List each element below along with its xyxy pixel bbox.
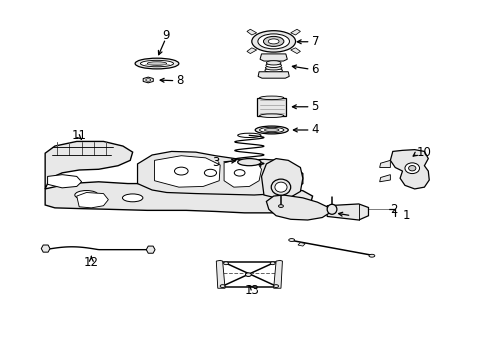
Text: 12: 12	[83, 256, 99, 269]
Ellipse shape	[259, 127, 284, 133]
Ellipse shape	[270, 262, 275, 265]
Ellipse shape	[140, 60, 173, 67]
Polygon shape	[290, 48, 300, 54]
Text: 1: 1	[402, 209, 409, 222]
Polygon shape	[216, 260, 224, 288]
Ellipse shape	[122, 194, 142, 202]
Polygon shape	[224, 159, 261, 187]
Polygon shape	[137, 152, 302, 195]
Polygon shape	[326, 204, 368, 220]
Polygon shape	[266, 195, 329, 220]
Ellipse shape	[251, 31, 295, 52]
Polygon shape	[154, 156, 220, 187]
Ellipse shape	[264, 68, 282, 72]
Polygon shape	[379, 160, 389, 167]
Ellipse shape	[274, 182, 286, 192]
Text: 11: 11	[72, 129, 87, 142]
Polygon shape	[246, 48, 256, 54]
Ellipse shape	[404, 163, 419, 174]
Ellipse shape	[288, 239, 294, 242]
Polygon shape	[41, 245, 50, 252]
Ellipse shape	[263, 36, 284, 46]
Ellipse shape	[145, 79, 150, 81]
Polygon shape	[258, 72, 288, 78]
Text: 7: 7	[311, 35, 319, 48]
Polygon shape	[246, 29, 256, 35]
Ellipse shape	[264, 71, 283, 75]
Polygon shape	[379, 175, 389, 182]
Text: 9: 9	[162, 29, 169, 42]
Ellipse shape	[237, 158, 261, 166]
Ellipse shape	[220, 285, 224, 288]
Polygon shape	[45, 141, 132, 189]
Ellipse shape	[278, 204, 283, 207]
Polygon shape	[261, 158, 302, 199]
Text: 4: 4	[311, 123, 319, 136]
Ellipse shape	[273, 285, 278, 288]
Ellipse shape	[204, 169, 216, 176]
Ellipse shape	[271, 179, 290, 195]
Text: 2: 2	[389, 203, 397, 216]
Text: 5: 5	[311, 100, 318, 113]
Polygon shape	[273, 260, 282, 288]
Text: 13: 13	[244, 284, 259, 297]
Ellipse shape	[408, 166, 415, 171]
Ellipse shape	[174, 167, 188, 175]
Polygon shape	[77, 193, 108, 208]
Ellipse shape	[266, 61, 281, 65]
Ellipse shape	[147, 62, 166, 65]
Text: 10: 10	[416, 146, 431, 159]
Ellipse shape	[259, 96, 284, 100]
Ellipse shape	[245, 273, 251, 276]
Polygon shape	[389, 150, 428, 189]
Polygon shape	[146, 246, 155, 253]
Polygon shape	[47, 175, 81, 188]
Ellipse shape	[268, 39, 279, 44]
Ellipse shape	[75, 190, 98, 199]
Ellipse shape	[234, 170, 244, 176]
Polygon shape	[297, 243, 305, 246]
Ellipse shape	[264, 129, 279, 132]
Ellipse shape	[265, 63, 281, 67]
Ellipse shape	[259, 114, 284, 117]
Bar	[257, 98, 286, 116]
Text: 6: 6	[311, 63, 319, 76]
Polygon shape	[290, 29, 300, 35]
Polygon shape	[260, 54, 287, 61]
Text: 8: 8	[176, 74, 183, 87]
Ellipse shape	[135, 58, 179, 69]
Text: 3: 3	[211, 156, 219, 168]
Ellipse shape	[255, 126, 287, 134]
Ellipse shape	[326, 204, 336, 214]
Ellipse shape	[223, 262, 228, 265]
Ellipse shape	[265, 66, 282, 70]
Polygon shape	[143, 77, 153, 83]
Ellipse shape	[257, 34, 289, 49]
Ellipse shape	[368, 254, 374, 257]
Polygon shape	[45, 182, 312, 213]
